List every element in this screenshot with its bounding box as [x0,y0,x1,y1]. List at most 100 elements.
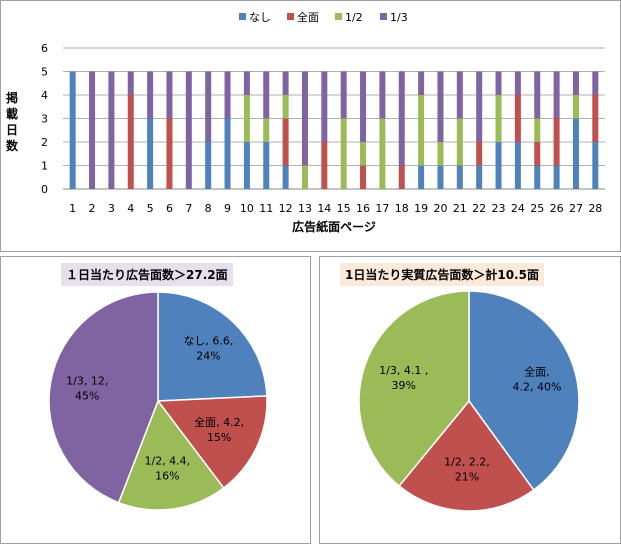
bar-segment-p6-3 [166,71,173,119]
bar-segment-p9-3 [224,71,231,119]
bar-segment-p23-3 [495,71,502,95]
bar-segment-p18-1 [398,165,405,189]
bar-segment-p5-3 [147,71,154,119]
bar-segment-p26-1 [553,118,560,166]
bar-segment-p24-1 [514,95,521,142]
bar-segment-p25-3 [534,71,541,119]
y-tick-label: 5 [41,66,48,79]
x-axis-label: 広告紙面ページ [292,219,376,234]
bar-segment-p12-0 [282,165,289,189]
bar-segment-p28-0 [592,142,599,189]
pie-data-label-全面: 全面, 4.2, [194,415,244,429]
pie-data-label-1/3: 45% [75,389,99,402]
bar-segment-p2-3 [89,71,96,189]
pie-data-label-1/3: 39% [392,379,416,392]
bar-segment-p24-0 [514,142,521,189]
pie-data-label-なし: なし, 6.6, [183,335,233,348]
bar-segment-p4-3 [127,71,134,95]
bar-segment-p11-2 [263,118,270,142]
bar-segment-p21-0 [456,165,463,189]
bar-segment-p10-3 [243,71,250,95]
bar-segment-p26-3 [553,71,560,119]
y-axis-label-char: 掲 [6,90,18,105]
x-tick-label: 15 [337,202,351,215]
x-tick-label: 10 [240,202,254,215]
pie-data-label-1/3: 1/3, 4.1 , [379,364,428,377]
bar-segment-p22-1 [476,142,483,166]
x-tick-label: 14 [317,202,331,215]
pie-data-label-1/2: 1/2, 4.4, [144,454,190,467]
bar-segment-p8-3 [205,71,212,142]
bar-segment-p14-1 [321,142,328,189]
x-tick-label: 13 [298,202,312,215]
pie-slice-なし [157,291,268,402]
bar-segment-p28-1 [592,95,599,142]
bar-segment-p27-2 [572,95,579,119]
bar-segment-p13-2 [301,165,308,189]
x-tick-label: 2 [89,202,96,215]
bar-segment-p14-3 [321,71,328,142]
x-tick-label: 11 [259,202,273,215]
x-tick-label: 12 [279,202,293,215]
y-tick-label: 2 [41,136,48,149]
bar-segment-p24-3 [514,71,521,95]
x-tick-label: 23 [492,202,506,215]
bar-segment-p4-1 [127,95,134,189]
pie-slice-全面 [156,395,268,490]
legend-swatch-1 [287,13,294,20]
y-tick-label: 6 [41,42,48,55]
x-tick-label: 27 [569,202,583,215]
pie-chart-1-title: １日当たり広告面数＞27.2面 [61,263,233,286]
bar-segment-p25-1 [534,142,541,166]
y-tick-label: 3 [41,113,48,126]
pie-slice-1/3 [48,291,159,504]
bar-segment-p18-3 [398,71,405,166]
pie-slice-全面 [468,290,580,492]
x-tick-label: 24 [511,202,525,215]
bar-segment-p21-3 [456,71,463,119]
bar-segment-p10-2 [243,95,250,142]
x-tick-label: 21 [453,202,467,215]
pie-data-label-なし: 24% [196,350,220,363]
bar-segment-p27-0 [572,118,579,189]
pie-data-label-全面: 15% [207,431,231,444]
pie-data-label-1/3: 1/3, 12, [66,374,108,387]
bar-segment-p23-2 [495,95,502,142]
bar-segment-p12-1 [282,118,289,166]
y-axis-label-char: 日 [6,123,18,137]
x-tick-label: 1 [69,202,76,215]
x-tick-label: 4 [127,202,134,215]
x-tick-label: 19 [414,202,428,215]
x-tick-label: 5 [147,202,154,215]
x-tick-label: 6 [166,202,173,215]
legend-label-2: 1/2 [345,11,363,24]
pie-chart-effective-ad-pages-panel[interactable]: 1日当たり実質広告面数＞計10.5面 全面, 4.2, 40% 1/2, 2.2, 2… [319,256,621,544]
bar-segment-p19-2 [418,95,425,166]
x-tick-label: 3 [108,202,115,215]
bar-segment-p13-3 [301,71,308,166]
bar-segment-p1-0 [69,71,76,189]
pie-chart-1: なし, 6.6, 24% 全面, 4.2, 15% 1/2, 4.4, 16% 1/3, 1… [48,291,268,511]
bar-segment-p11-0 [263,142,270,189]
x-tick-label: 28 [588,202,602,215]
x-tick-label: 16 [356,202,370,215]
pie-data-label-1/2: 1/2, 2.2, [444,456,490,469]
y-tick-label: 1 [41,160,48,173]
y-axis-label-char: 数 [6,138,19,153]
bar-segment-p25-0 [534,165,541,189]
stacked-bar-chart-panel[interactable]: なし 全面 1/2 1/3 0 1 2 3 4 5 6 掲載日数 1 2 3 4 5 6 7 8 9 10 11 12 13 14… [0,0,621,252]
x-tick-label: 25 [530,202,544,215]
y-tick-label: 4 [41,89,48,102]
bar-segment-p28-3 [592,71,599,95]
bar-segment-p19-3 [418,71,425,95]
pie-chart-ad-pages-panel[interactable]: １日当たり広告面数＞27.2面 なし, 6.6, 24% 全面, 4.2, 15% 1/… [0,256,311,544]
pie-slice-1/2 [117,399,225,511]
bar-segment-p8-0 [205,142,212,189]
pie-chart-2-title: 1日当たり実質広告面数＞計10.5面 [340,263,544,286]
bar-segment-p12-2 [282,95,289,119]
bar-segment-p10-0 [243,142,250,189]
x-tick-label: 20 [433,202,447,215]
pie-data-label-全面: 全面, [524,364,550,378]
bar-segment-p20-0 [437,165,444,189]
